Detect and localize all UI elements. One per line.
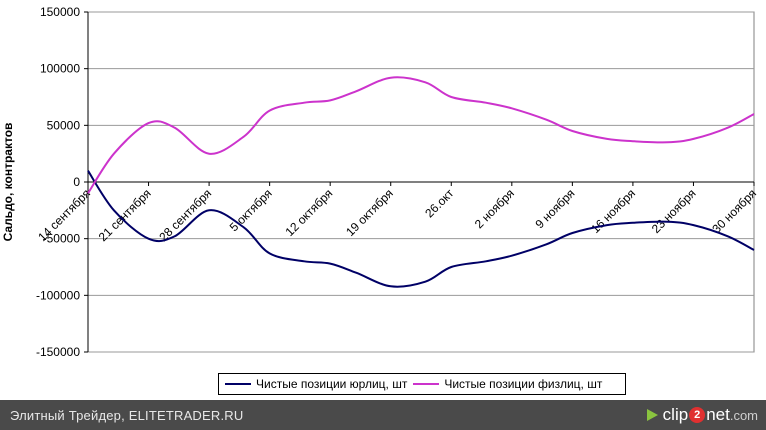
y-tick-label: -100000	[36, 288, 80, 302]
legend-swatch-series-2	[413, 383, 440, 385]
footer-bar: Элитный Трейдер, ELITETRADER.RU clip 2 n…	[0, 400, 766, 430]
legend-label-series-2: Чистые позиции физлиц, шт	[444, 377, 603, 391]
y-tick-label: -50000	[43, 232, 81, 246]
y-tick-label: 50000	[47, 118, 81, 132]
legend-swatch-series-1	[225, 383, 251, 385]
brand-badge: 2	[689, 407, 706, 423]
y-tick-label: 0	[73, 175, 80, 189]
y-axis-title: Сальдо, контрактов	[1, 123, 15, 242]
brand-logo[interactable]: clip 2 net .com	[645, 405, 758, 425]
chart: 150000 100000 50000 0 -50000 -100000 -150000 14…	[1, 5, 759, 359]
series-line-1	[87, 170, 755, 288]
legend: Чистые позиции юрлиц, шт Чистые позиции …	[218, 373, 626, 395]
chart-svg: 150000100000500000-50000-100000-15000014…	[1, 5, 759, 359]
y-tick-label: 150000	[40, 5, 80, 19]
brand-part-2: net	[706, 405, 730, 424]
legend-item-series-1: Чистые позиции юрлиц, шт	[225, 377, 407, 391]
y-tick-label: -150000	[36, 345, 80, 359]
brand-suffix: .com	[729, 407, 758, 423]
brand-part-1: clip	[662, 405, 689, 424]
series-line-2	[87, 76, 755, 194]
legend-item-series-2: Чистые позиции физлиц, шт	[413, 377, 602, 391]
legend-label-series-1: Чистые позиции юрлиц, шт	[256, 377, 408, 391]
footer-source-text: Элитный Трейдер, ELITETRADER.RU	[10, 408, 244, 423]
y-tick-label: 100000	[40, 62, 80, 76]
brand-arrow-icon	[646, 409, 658, 421]
